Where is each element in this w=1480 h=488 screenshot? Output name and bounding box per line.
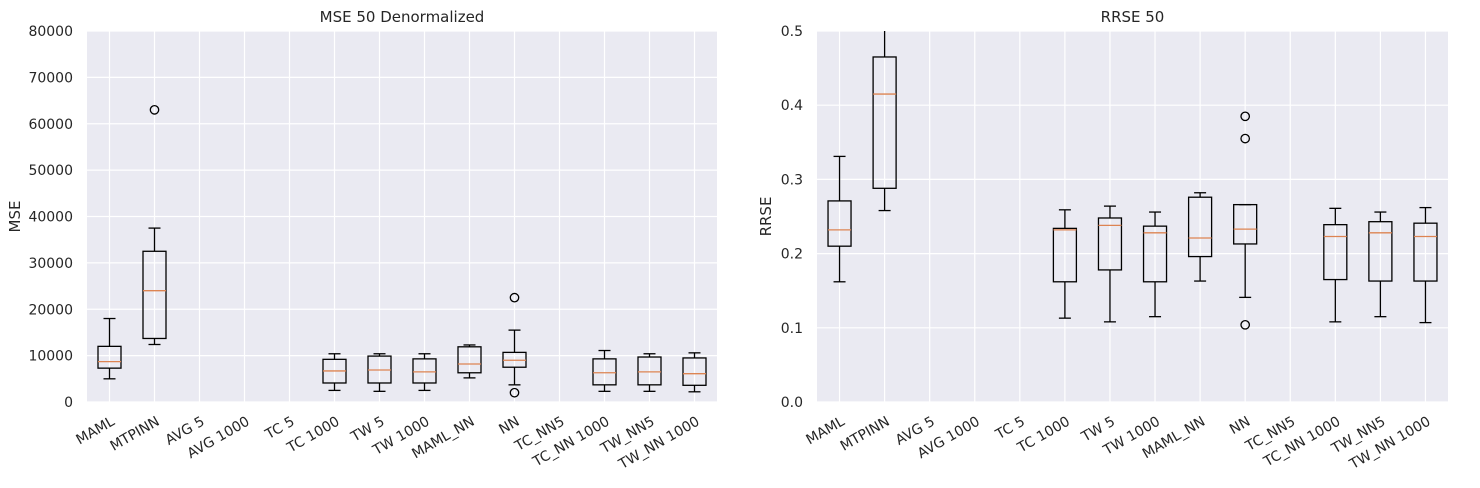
box-TW_NN5 (1368, 211, 1393, 318)
chart-title: RRSE 50 (1101, 8, 1165, 26)
box-TW_NN 1000 (1413, 206, 1438, 324)
y-tick-label: 80000 (28, 24, 73, 40)
box-iqr (142, 250, 167, 340)
y-tick-label: 0.5 (781, 24, 803, 40)
box-iqr (1187, 196, 1213, 258)
box-TW 5 (1097, 205, 1123, 323)
box-TC_NN 1000 (592, 349, 617, 392)
y-tick-label: 0.4 (781, 98, 803, 114)
boxes (827, 31, 1438, 330)
box-iqr (1323, 224, 1348, 281)
outlier-point (509, 387, 520, 398)
box-iqr (412, 358, 437, 384)
box-MAML (97, 317, 122, 380)
y-tick-label: 50000 (28, 163, 73, 179)
box-NN (502, 292, 527, 398)
box-NN (1233, 111, 1258, 330)
y-tick-label: 0.2 (781, 247, 803, 263)
y-tick-label: 10000 (28, 349, 73, 365)
y-tick-label: 70000 (28, 70, 73, 86)
outlier-point (1240, 133, 1251, 144)
box-iqr (457, 346, 482, 374)
box-iqr (1413, 222, 1438, 282)
box-TC 1000 (1052, 209, 1078, 319)
box-TW 1000 (1142, 211, 1168, 318)
boxes (97, 104, 707, 398)
box-iqr (592, 358, 617, 386)
outlier-point (1240, 111, 1251, 122)
box-iqr (637, 356, 662, 386)
box-MAML (827, 155, 852, 283)
box-iqr (827, 200, 852, 247)
y-tick-label: 20000 (28, 302, 73, 318)
box-iqr (1233, 203, 1258, 245)
box-iqr (1097, 217, 1123, 271)
y-tick-label: 0.3 (781, 172, 803, 188)
box-MTPINN (872, 31, 897, 212)
y-axis-label: MSE (6, 201, 24, 233)
y-axis-label: RRSE (757, 197, 775, 237)
x-tick-label: MTPINN (108, 414, 163, 455)
chart-title: MSE 50 Denormalized (320, 8, 485, 26)
box-TW_NN 1000 (682, 352, 707, 393)
chart-panel-1: 0 10000 20000 30000 40000 50000 60000 70000 8000… (6, 8, 717, 473)
box-TW 1000 (412, 353, 437, 392)
box-iqr (682, 357, 707, 386)
y-tick-label: 30000 (28, 256, 73, 272)
x-tick-label: NN (496, 414, 522, 438)
y-tick-label: 40000 (28, 210, 73, 226)
box-iqr (97, 345, 122, 369)
y-tick-label: 0 (64, 395, 73, 411)
outlier-point (1240, 319, 1251, 330)
box-TW_NN5 (637, 353, 662, 392)
box-iqr (872, 56, 897, 189)
y-tick-label: 0.0 (781, 395, 803, 411)
y-tick-label: 60000 (28, 117, 73, 133)
y-tick-label: 0.1 (781, 321, 803, 337)
x-tick-label: NN (1227, 414, 1253, 438)
outlier-point (149, 104, 160, 115)
box-MTPINN (142, 104, 167, 346)
box-MAML_NN (1187, 192, 1213, 282)
plot-area (817, 31, 1448, 402)
box-MAML_NN (457, 344, 482, 379)
box-TC 1000 (322, 353, 347, 392)
x-tick-label: MTPINN (838, 414, 893, 455)
outlier-point (509, 292, 520, 303)
box-TW 5 (367, 353, 392, 392)
box-iqr (1052, 227, 1078, 283)
box-iqr (1142, 225, 1168, 283)
box-iqr (1368, 221, 1393, 282)
box-TC_NN 1000 (1323, 207, 1348, 323)
